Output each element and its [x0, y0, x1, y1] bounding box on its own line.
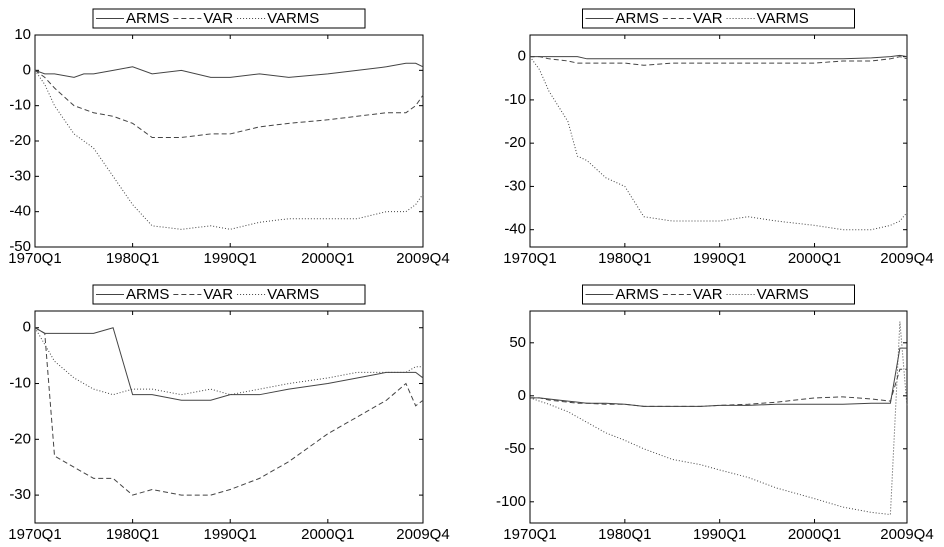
x-tick-label: 1970Q1	[8, 526, 61, 543]
legend-label: VAR	[203, 10, 233, 27]
x-tick-label: 1970Q1	[8, 250, 61, 267]
series-line	[530, 54, 908, 60]
legend-label: VAR	[693, 10, 723, 27]
y-tick-label: -20	[504, 134, 526, 151]
x-tick-label: 1970Q1	[503, 526, 556, 543]
y-tick-label: -50	[504, 440, 526, 457]
x-tick-label: 1980Q1	[598, 250, 651, 267]
legend-label: ARMS	[126, 10, 169, 27]
legend: ARMS VAR VARMS	[582, 284, 855, 305]
subplot: -30 -20 -10 0 1970Q1 1980Q1 1990Q1 2000Q1 2009Q4…	[8, 284, 450, 543]
legend: ARMS VAR VARMS	[92, 8, 366, 29]
legend-label: VARMS	[267, 10, 319, 27]
x-tick-label: 1980Q1	[106, 526, 159, 543]
x-tick-label: 1990Q1	[693, 526, 746, 543]
y-tick-label: -30	[9, 486, 31, 503]
legend-box	[92, 8, 366, 29]
y-tick-label: 0	[23, 319, 31, 336]
series-line	[34, 69, 424, 138]
x-tick-label: 2009Q4	[880, 250, 933, 267]
y-tick-label: -20	[9, 132, 31, 149]
legend: ARMS VAR VARMS	[92, 284, 366, 305]
subplot: -40 -30 -20 -10 0 1970Q1 1980Q1 1990Q1 2000Q1 200…	[503, 8, 934, 267]
x-tick-label: 2009Q4	[396, 250, 449, 267]
x-tick-label: 1980Q1	[598, 526, 651, 543]
series-line	[529, 56, 908, 231]
x-tick-label: 1970Q1	[503, 250, 556, 267]
y-tick-label: -30	[504, 177, 526, 194]
y-tick-label: -10	[9, 374, 31, 391]
y-tick-label: -10	[9, 97, 31, 114]
subplot: -50 -40 -30 -20 -10 0 10 1970Q1 1980Q1 1990Q1 2000…	[8, 8, 450, 267]
series-line	[34, 327, 424, 496]
y-tick-label: -30	[9, 167, 31, 184]
y-tick-label: 0	[518, 48, 526, 65]
y-tick-label: 50	[509, 334, 526, 351]
series-line	[34, 62, 424, 78]
plot-frame	[529, 34, 908, 248]
plot-frame	[529, 310, 908, 524]
x-tick-label: 1990Q1	[693, 250, 746, 267]
legend-label: VARMS	[267, 286, 319, 303]
y-tick-label: 0	[518, 387, 526, 404]
y-tick-label: -50	[9, 238, 31, 255]
legend-label: ARMS	[616, 286, 659, 303]
legend-label: ARMS	[126, 286, 169, 303]
y-tick-label: -100	[496, 493, 526, 510]
legend-label: VARMS	[757, 10, 809, 27]
series-line	[530, 56, 908, 66]
x-tick-label: 2000Q1	[788, 526, 841, 543]
series-line	[529, 321, 908, 516]
plot-frame	[34, 310, 424, 524]
x-tick-label: 2009Q4	[396, 526, 449, 543]
x-tick-label: 2000Q1	[301, 250, 354, 267]
y-tick-label: -10	[504, 91, 526, 108]
y-tick-label: -20	[9, 430, 31, 447]
series-line	[34, 327, 423, 396]
y-tick-label: -40	[9, 203, 31, 220]
legend-label: ARMS	[616, 10, 659, 27]
y-tick-label: -40	[504, 221, 526, 238]
x-tick-label: 2000Q1	[788, 250, 841, 267]
y-tick-label: 10	[14, 26, 31, 43]
series-line	[530, 368, 907, 407]
legend: ARMS VAR VARMS	[582, 8, 855, 29]
subplot: -100 -50 0 50 1970Q1 1980Q1 1990Q1 2000Q1 2009Q4…	[496, 284, 934, 543]
legend-box	[582, 8, 855, 29]
x-tick-label: 1980Q1	[106, 250, 159, 267]
legend-label: VAR	[203, 286, 233, 303]
legend-label: VARMS	[757, 286, 809, 303]
y-tick-label: 0	[23, 61, 31, 78]
series-line	[34, 70, 424, 230]
legend-label: VAR	[693, 286, 723, 303]
x-tick-label: 2000Q1	[301, 526, 354, 543]
legend-box	[582, 284, 855, 305]
x-tick-label: 2009Q4	[880, 526, 933, 543]
series-line	[34, 327, 424, 401]
legend-box	[92, 284, 366, 305]
x-tick-label: 1990Q1	[204, 250, 257, 267]
series-line	[530, 347, 907, 407]
x-tick-label: 1990Q1	[204, 526, 257, 543]
plot-frame	[34, 34, 424, 248]
